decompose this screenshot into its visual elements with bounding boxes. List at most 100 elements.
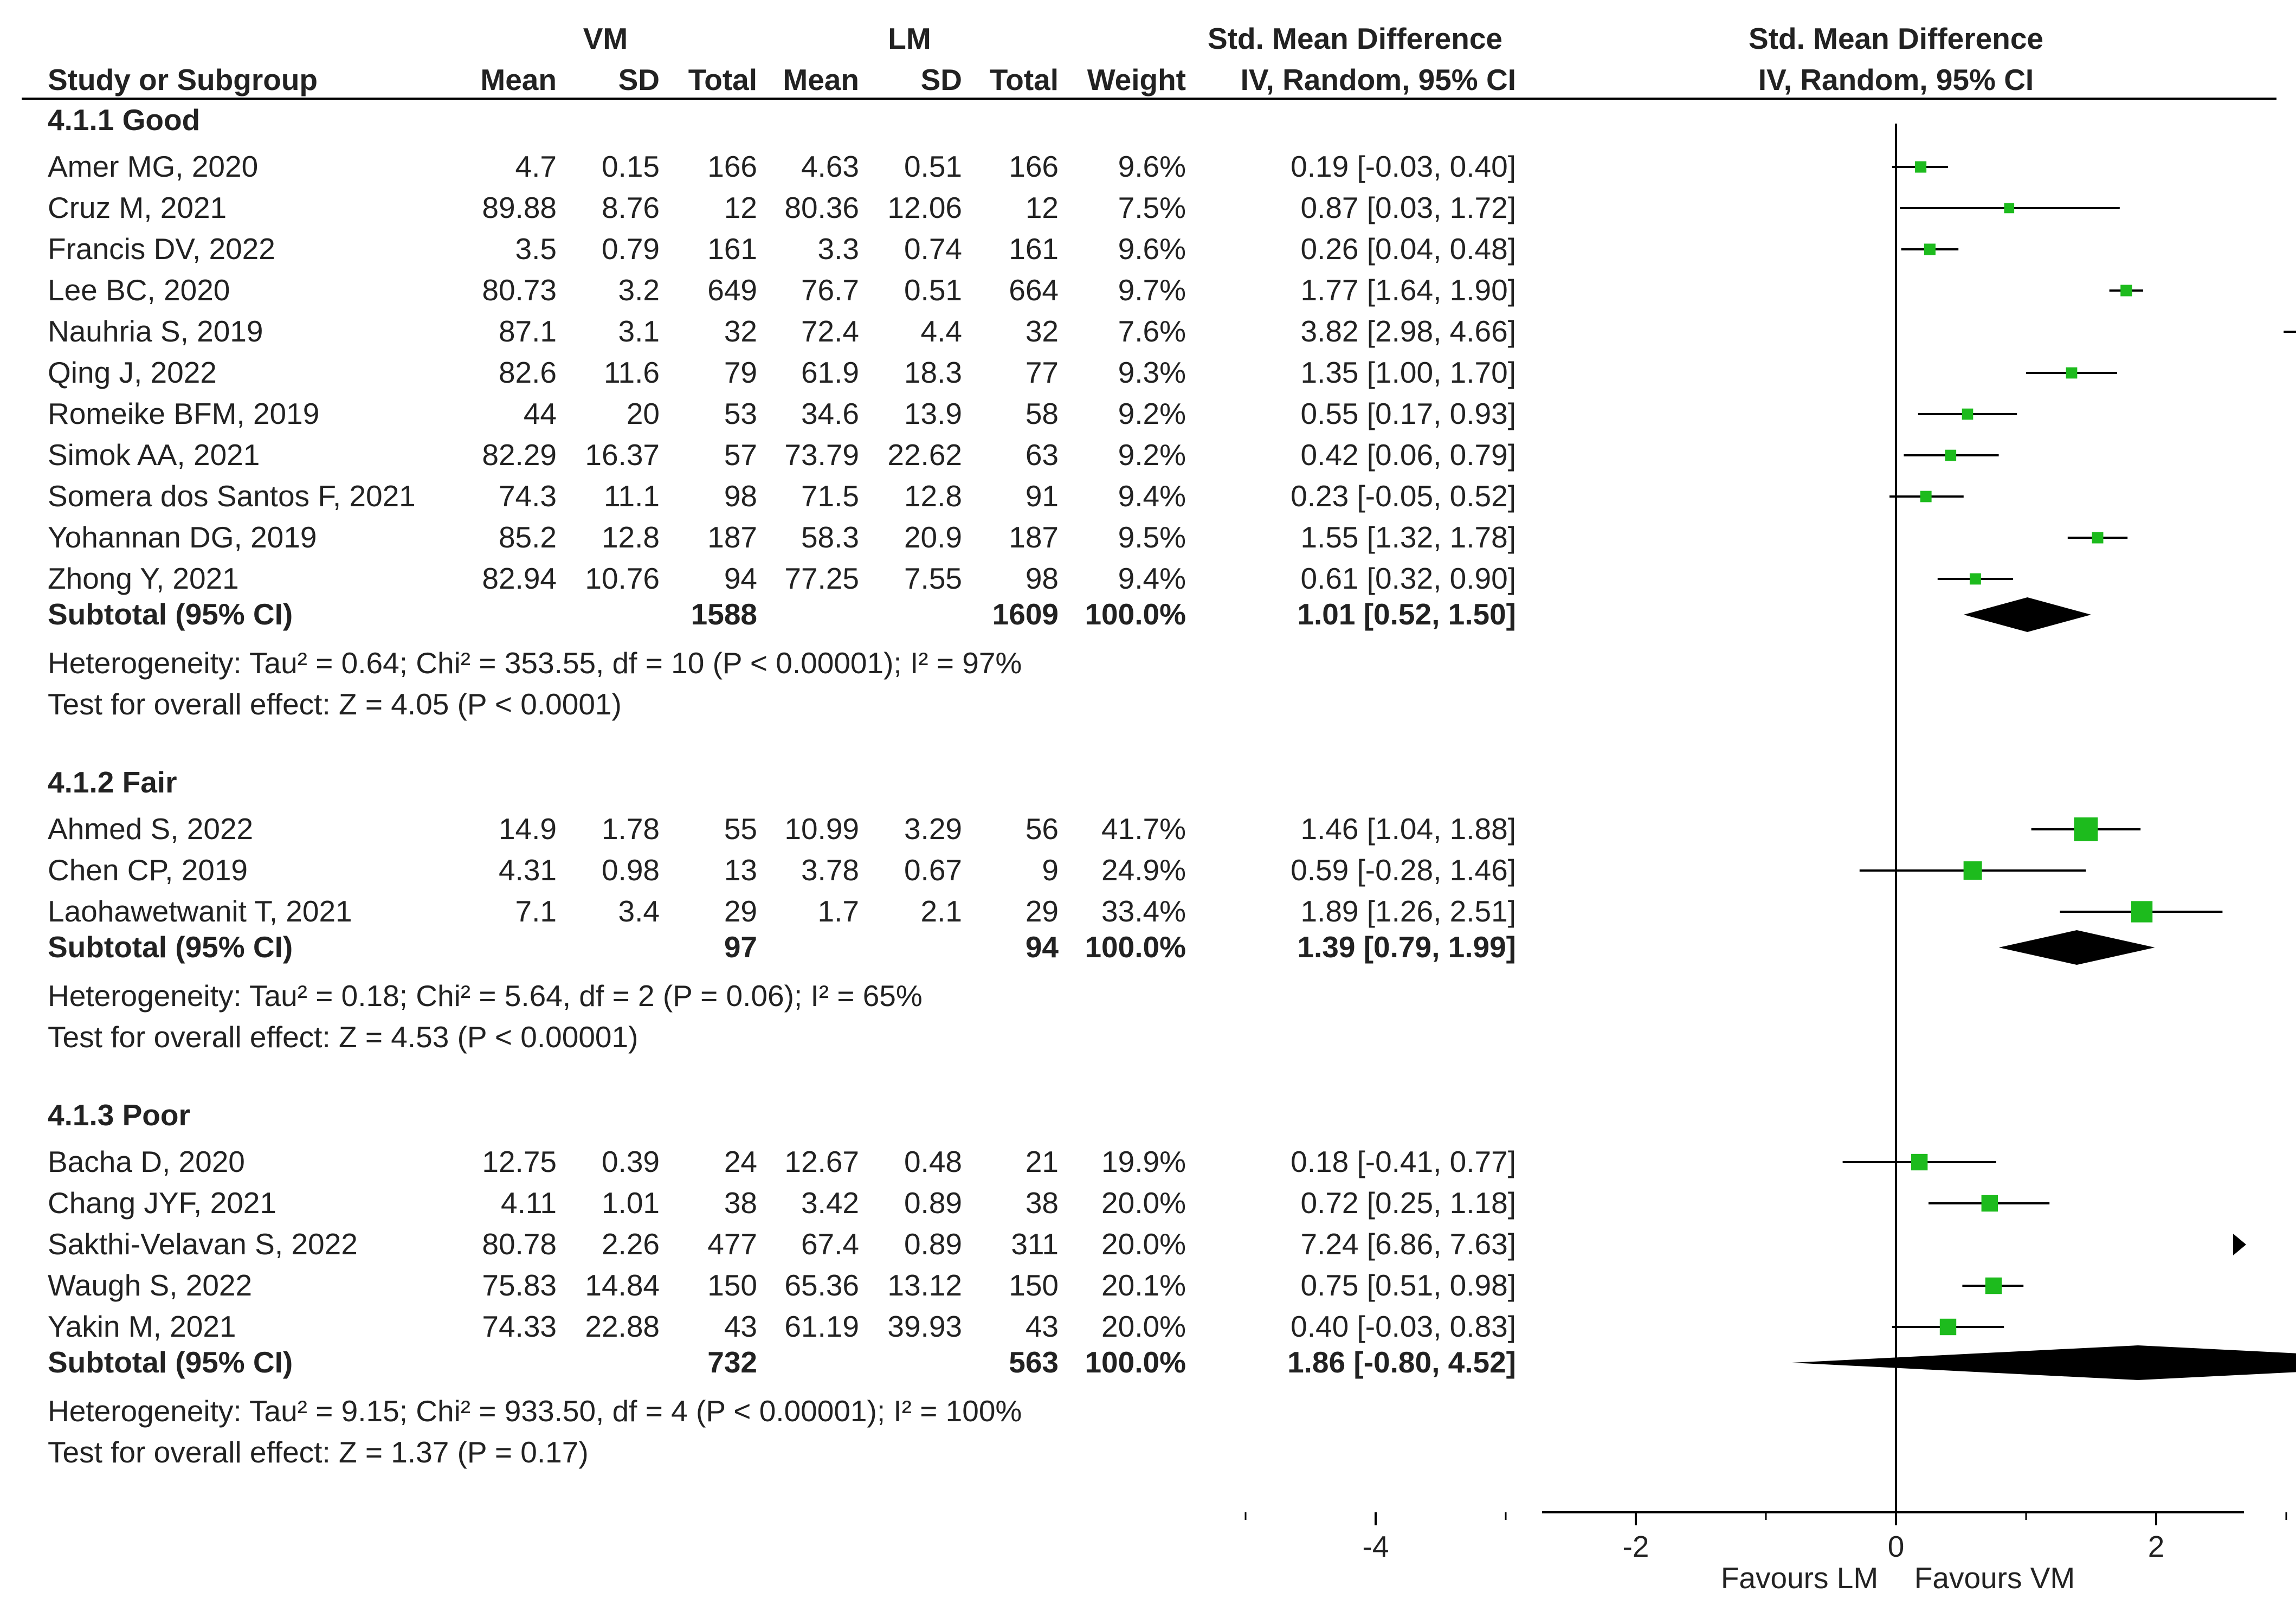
subtotal-total-vm: 1588: [691, 597, 757, 631]
lm-sd: 0.51: [904, 150, 962, 183]
study-ci-text: 7.24 [6.86, 7.63]: [1300, 1227, 1516, 1261]
lm-total: 21: [1026, 1145, 1059, 1178]
heterogeneity-text: Heterogeneity: Tau² = 0.64; Chi² = 353.5…: [48, 646, 1022, 680]
overall-effect-text: Test for overall effect: Z = 4.05 (P < 0…: [48, 687, 622, 721]
heterogeneity-text: Heterogeneity: Tau² = 0.18; Chi² = 5.64,…: [48, 979, 923, 1013]
lm-sd: 13.9: [904, 397, 962, 430]
offscale-arrow: [2233, 1234, 2246, 1255]
study-name: Ahmed S, 2022: [48, 812, 253, 846]
lm-total: 166: [1009, 150, 1059, 183]
vm-mean: 4.7: [515, 150, 557, 183]
vm-sd: 2.26: [602, 1227, 660, 1261]
lm-mean: 77.25: [784, 562, 859, 595]
subgroup-title: 4.1.1 Good: [48, 103, 200, 137]
lm-sd: 0.51: [904, 273, 962, 307]
study-name: Bacha D, 2020: [48, 1145, 245, 1178]
lm-total: 664: [1009, 273, 1059, 307]
effect-header: Std. Mean Difference: [1208, 22, 1502, 55]
overall-effect-text: Test for overall effect: Z = 1.37 (P = 0…: [48, 1435, 589, 1469]
vm-total: 13: [724, 853, 757, 887]
lm-sd: 0.89: [904, 1227, 962, 1261]
col-header-study: Study or Subgroup: [48, 63, 318, 96]
lm-mean: 3.3: [818, 232, 859, 266]
vm-sd: 14.84: [585, 1268, 660, 1302]
lm-sd: 39.93: [887, 1310, 962, 1343]
study-weight: 9.7%: [1118, 273, 1186, 307]
study-name: Cruz M, 2021: [48, 191, 227, 224]
lm-sd: 20.9: [904, 520, 962, 554]
vm-mean: 75.83: [482, 1268, 557, 1302]
subtotal-total-lm: 563: [1009, 1345, 1059, 1379]
study-weight: 9.6%: [1118, 150, 1186, 183]
study-name: Amer MG, 2020: [48, 150, 258, 183]
lm-total: 29: [1026, 894, 1059, 928]
vm-sd: 1.78: [602, 812, 660, 846]
study-weight: 41.7%: [1101, 812, 1186, 846]
col-header-total-lm: Total: [990, 63, 1059, 96]
study-ci-text: 0.18 [-0.41, 0.77]: [1291, 1145, 1516, 1178]
lm-mean: 61.19: [784, 1310, 859, 1343]
subtotal-weight: 100.0%: [1085, 930, 1186, 964]
subtotal-ci-text: 1.01 [0.52, 1.50]: [1297, 597, 1516, 631]
lm-total: 58: [1026, 397, 1059, 430]
study-name: Sakthi-Velavan S, 2022: [48, 1227, 358, 1261]
study-weight: 20.1%: [1101, 1268, 1186, 1302]
lm-sd: 0.67: [904, 853, 962, 887]
vm-sd: 0.79: [602, 232, 660, 266]
vm-mean: 85.2: [499, 520, 557, 554]
lm-mean: 10.99: [784, 812, 859, 846]
lm-sd: 4.4: [921, 314, 962, 348]
study-ci-text: 0.26 [0.04, 0.48]: [1300, 232, 1516, 266]
subtotal-weight: 100.0%: [1085, 597, 1186, 631]
study-name: Laohawetwanit T, 2021: [48, 894, 352, 928]
subtotal-label: Subtotal (95% CI): [48, 1345, 293, 1379]
lm-total: 91: [1026, 479, 1059, 513]
col-header-weight: Weight: [1087, 63, 1186, 96]
lm-sd: 12.8: [904, 479, 962, 513]
study-name: Francis DV, 2022: [48, 232, 275, 266]
lm-total: 63: [1026, 438, 1059, 472]
study-ci-text: 0.87 [0.03, 1.72]: [1300, 191, 1516, 224]
lm-total: 98: [1026, 562, 1059, 595]
study-weight: 19.9%: [1101, 1145, 1186, 1178]
study-ci-text: 1.77 [1.64, 1.90]: [1300, 273, 1516, 307]
vm-total: 94: [724, 562, 757, 595]
study-marker: [2092, 532, 2104, 544]
study-weight: 9.5%: [1118, 520, 1186, 554]
lm-sd: 0.48: [904, 1145, 962, 1178]
vm-total: 150: [707, 1268, 757, 1302]
study-marker: [1963, 861, 1982, 880]
study-name: Yakin M, 2021: [48, 1310, 236, 1343]
study-weight: 9.3%: [1118, 356, 1186, 389]
vm-total: 79: [724, 356, 757, 389]
vm-mean: 7.1: [515, 894, 557, 928]
col-header-sd-lm: SD: [921, 63, 962, 96]
vm-total: 38: [724, 1186, 757, 1220]
vm-total: 12: [724, 191, 757, 224]
col-header-mean-lm: Mean: [783, 63, 859, 96]
x-tick-label: 0: [1888, 1530, 1905, 1563]
study-marker: [1920, 491, 1932, 502]
vm-sd: 20: [627, 397, 660, 430]
vm-sd: 12.8: [602, 520, 660, 554]
lm-total: 43: [1026, 1310, 1059, 1343]
study-weight: 9.6%: [1118, 232, 1186, 266]
study-ci-text: 0.19 [-0.03, 0.40]: [1291, 150, 1516, 183]
vm-sd: 1.01: [602, 1186, 660, 1220]
vm-sd: 3.1: [618, 314, 660, 348]
favours-lm-label: Favours LM: [1721, 1561, 1878, 1595]
vm-total: 98: [724, 479, 757, 513]
vm-sd: 3.2: [618, 273, 660, 307]
lm-sd: 12.06: [887, 191, 962, 224]
col-header-sd-vm: SD: [618, 63, 660, 96]
study-marker: [2004, 203, 2015, 214]
study-weight: 20.0%: [1101, 1227, 1186, 1261]
lm-mean: 34.6: [801, 397, 859, 430]
lm-mean: 58.3: [801, 520, 859, 554]
vm-mean: 44: [524, 397, 557, 430]
x-tick-label: 2: [2148, 1530, 2165, 1563]
study-ci-text: 0.55 [0.17, 0.93]: [1300, 397, 1516, 430]
study-ci-text: 0.59 [-0.28, 1.46]: [1291, 853, 1516, 887]
vm-total: 649: [707, 273, 757, 307]
study-marker: [1962, 408, 1973, 420]
